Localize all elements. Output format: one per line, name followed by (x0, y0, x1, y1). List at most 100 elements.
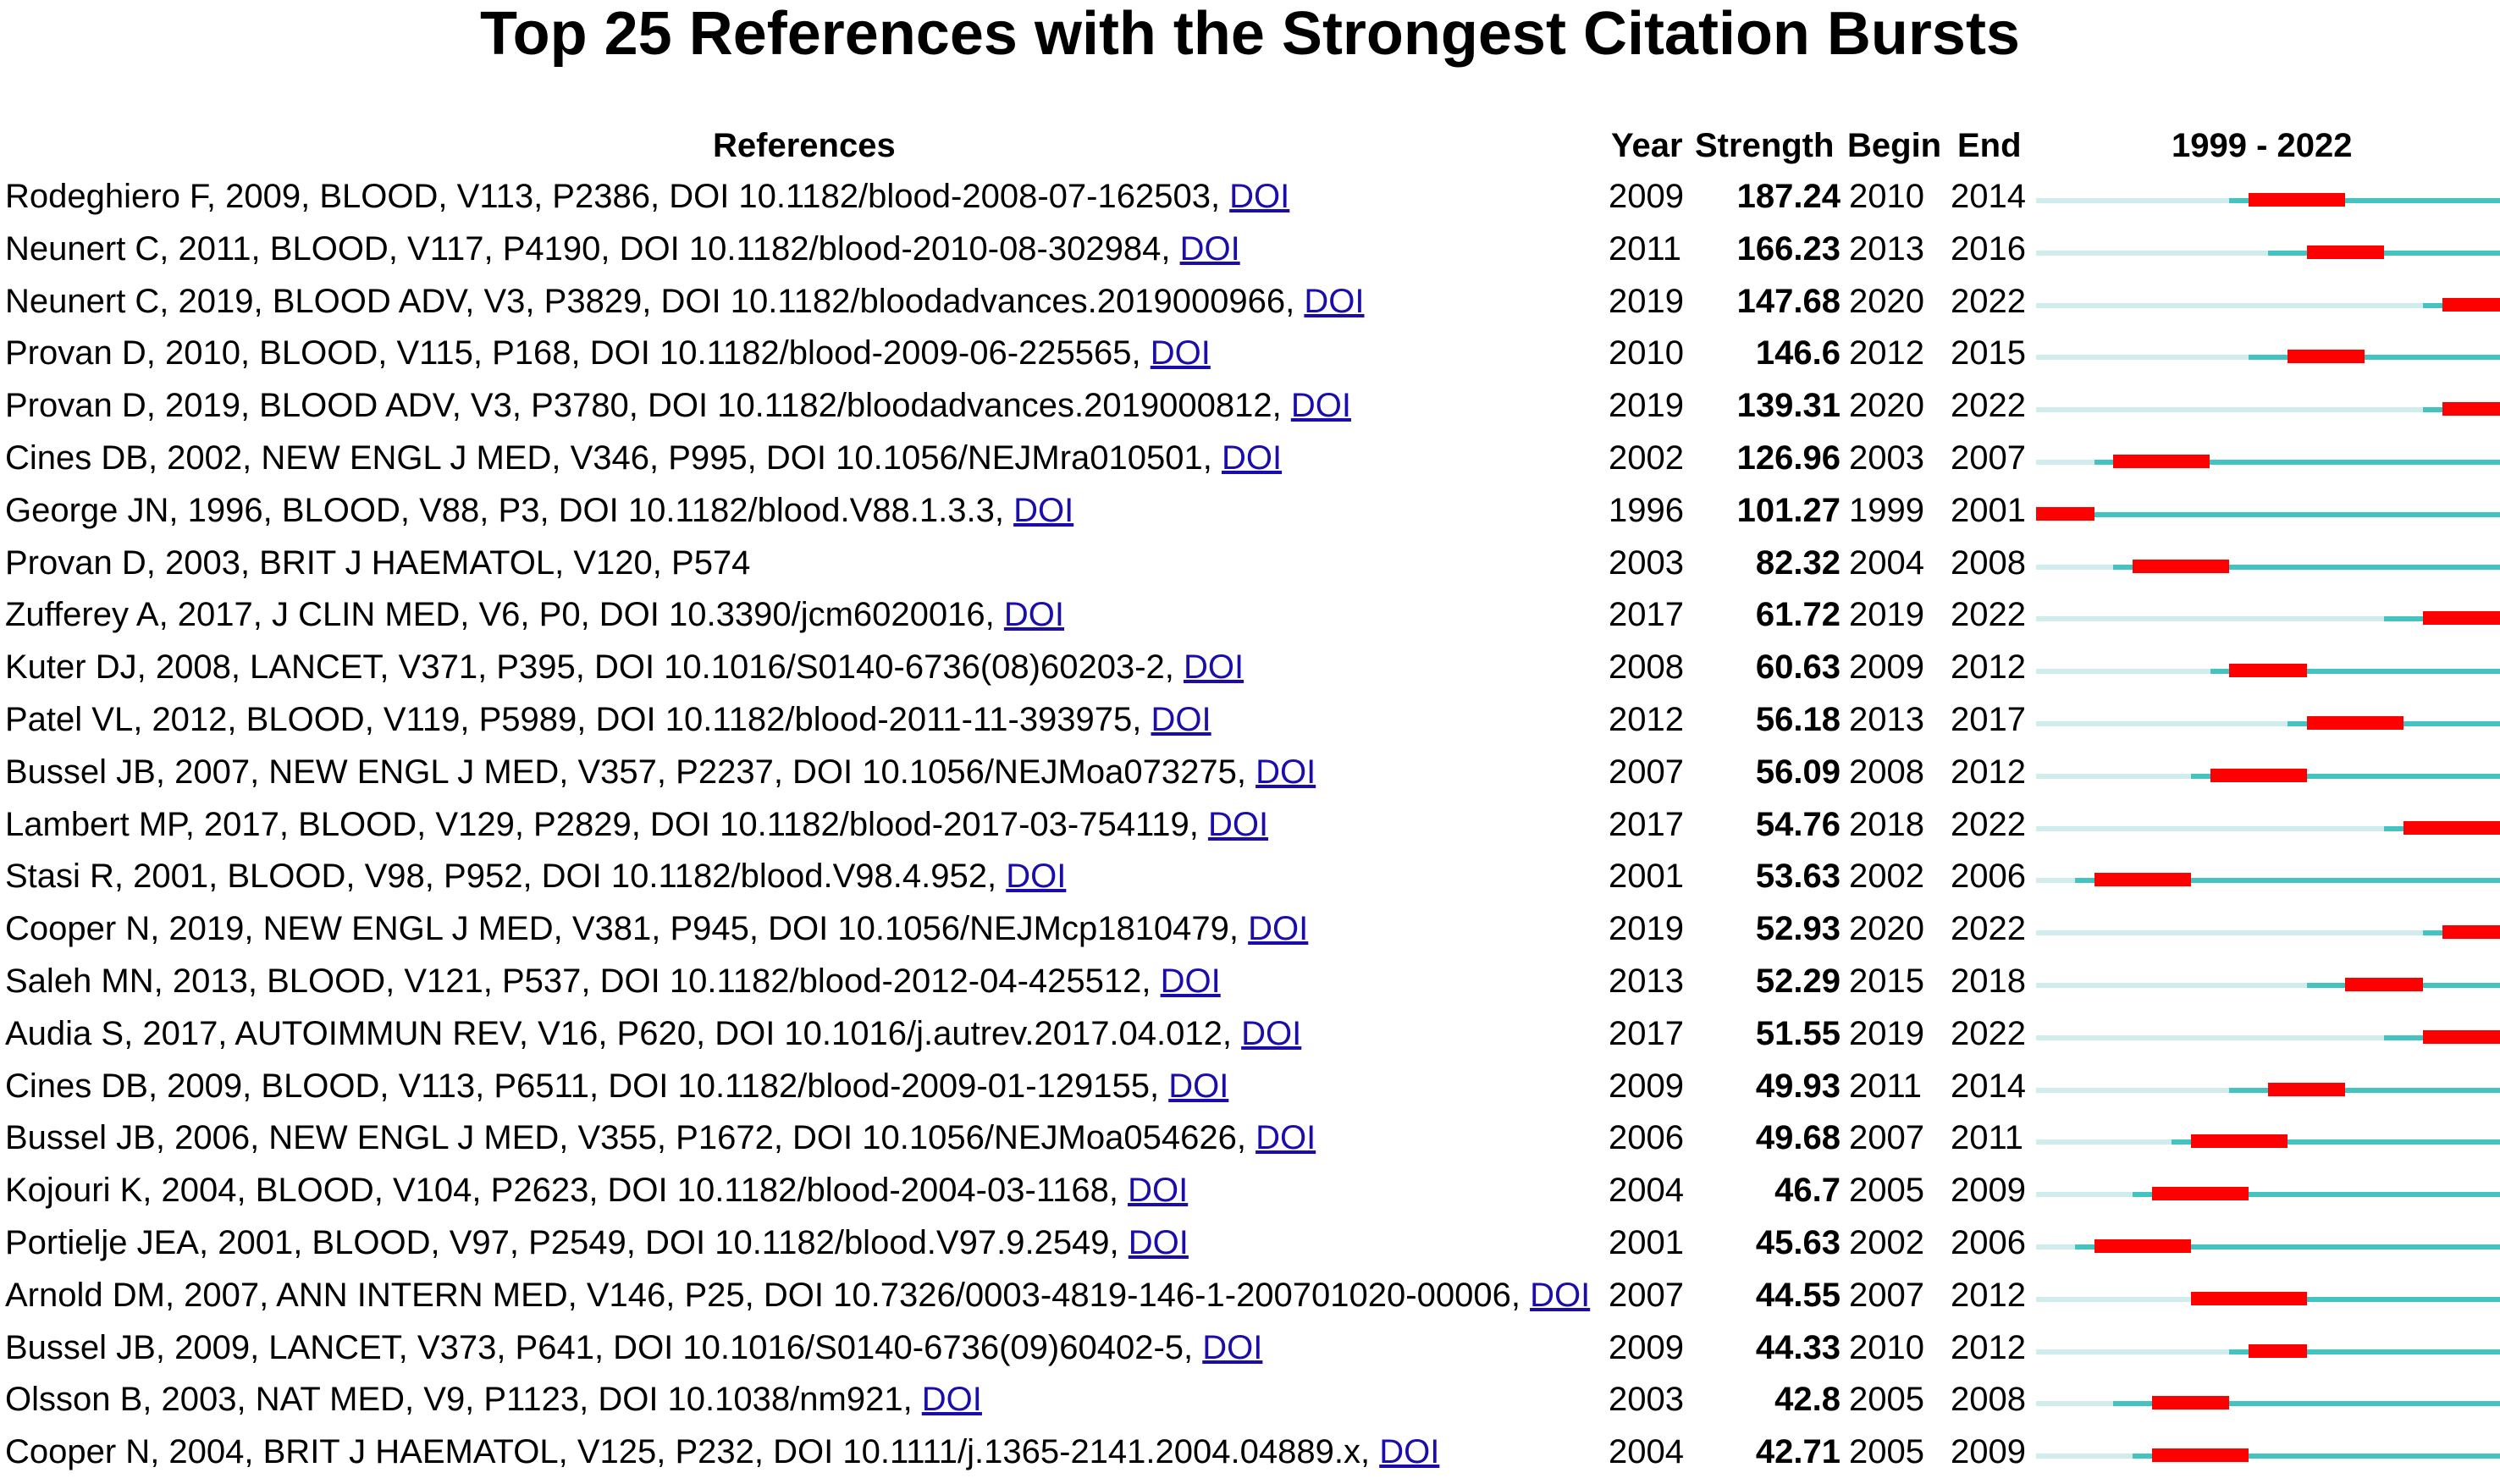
header-year: Year (1611, 125, 1683, 166)
burst-timeline (2036, 385, 2500, 438)
doi-link[interactable]: DOI (1248, 910, 1308, 947)
reference-cell: Bussel JB, 2007, NEW ENGL J MED, V357, P… (5, 752, 1316, 792)
year-cell: 2013 (1609, 961, 1684, 1001)
reference-text: Zufferey A, 2017, J CLIN MED, V6, P0, DO… (5, 596, 1004, 633)
end-cell: 2022 (1951, 385, 2026, 426)
header-strength: Strength (1695, 125, 1834, 166)
end-cell: 2012 (1951, 1275, 2026, 1316)
begin-cell: 2003 (1849, 438, 1924, 478)
table-row: Arnold DM, 2007, ANN INTERN MED, V146, P… (0, 1275, 2500, 1327)
begin-cell: 2011 (1849, 1066, 1922, 1106)
inactive-segment (2036, 1244, 2075, 1250)
end-cell: 2012 (1951, 752, 2026, 792)
reference-cell: Kuter DJ, 2008, LANCET, V371, P395, DOI … (5, 647, 1244, 687)
burst-segment (2403, 821, 2500, 835)
burst-timeline (2036, 1117, 2500, 1170)
table-row: Cooper N, 2019, NEW ENGL J MED, V381, P9… (0, 908, 2500, 961)
doi-link[interactable]: DOI (1304, 283, 1364, 320)
year-cell: 2009 (1609, 176, 1684, 217)
year-cell: 2001 (1609, 1222, 1684, 1263)
doi-link[interactable]: DOI (1151, 701, 1211, 738)
doi-link[interactable]: DOI (1530, 1277, 1590, 1314)
strength-cell: 52.29 (1722, 961, 1841, 1001)
strength-cell: 146.6 (1722, 333, 1841, 373)
strength-cell: 44.33 (1722, 1327, 1841, 1368)
begin-cell: 2007 (1849, 1117, 1924, 1158)
doi-link[interactable]: DOI (1180, 230, 1240, 268)
burst-timeline (2036, 1432, 2500, 1484)
burst-segment (2307, 245, 2384, 259)
reference-text: Bussel JB, 2006, NEW ENGL J MED, V355, P… (5, 1119, 1256, 1156)
strength-cell: 56.09 (1722, 752, 1841, 792)
doi-link[interactable]: DOI (1006, 858, 1066, 895)
burst-timeline (2036, 1379, 2500, 1432)
end-cell: 2017 (1951, 699, 2026, 740)
reference-text: Lambert MP, 2017, BLOOD, V129, P2829, DO… (5, 806, 1208, 843)
doi-link[interactable]: DOI (1229, 178, 1289, 215)
doi-link[interactable]: DOI (1241, 1015, 1301, 1052)
doi-link[interactable]: DOI (1208, 806, 1268, 843)
table-row: Kojouri K, 2004, BLOOD, V104, P2623, DOI… (0, 1170, 2500, 1222)
reference-text: Cooper N, 2019, NEW ENGL J MED, V381, P9… (5, 910, 1248, 947)
strength-cell: 56.18 (1722, 699, 1841, 740)
burst-segment (2249, 193, 2345, 207)
strength-cell: 187.24 (1722, 176, 1841, 217)
burst-segment (2423, 611, 2500, 625)
burst-timeline (2036, 804, 2500, 857)
table-row: Patel VL, 2012, BLOOD, V119, P5989, DOI … (0, 699, 2500, 752)
table-row: Neunert C, 2019, BLOOD ADV, V3, P3829, D… (0, 281, 2500, 334)
doi-link[interactable]: DOI (1161, 963, 1221, 1000)
end-cell: 2006 (1951, 1222, 2026, 1263)
doi-link[interactable]: DOI (1256, 753, 1316, 791)
burst-timeline (2036, 647, 2500, 699)
burst-timeline (2036, 961, 2500, 1013)
burst-timeline (2036, 490, 2500, 543)
doi-link[interactable]: DOI (1129, 1224, 1189, 1261)
doi-link[interactable]: DOI (922, 1381, 982, 1418)
inactive-segment (2036, 774, 2191, 779)
end-cell: 2008 (1951, 543, 2026, 583)
strength-cell: 139.31 (1722, 385, 1841, 426)
year-cell: 2007 (1609, 1275, 1684, 1316)
doi-link[interactable]: DOI (1202, 1329, 1262, 1366)
burst-segment (2249, 1344, 2307, 1358)
doi-link[interactable]: DOI (1291, 387, 1351, 424)
burst-timeline (2036, 1275, 2500, 1327)
table-row: Cines DB, 2009, BLOOD, V113, P6511, DOI … (0, 1066, 2500, 1118)
inactive-segment (2036, 721, 2288, 726)
reference-text: Bussel JB, 2009, LANCET, V373, P641, DOI… (5, 1329, 1202, 1366)
doi-link[interactable]: DOI (1222, 439, 1282, 477)
doi-link[interactable]: DOI (1004, 596, 1064, 633)
burst-segment (2152, 1396, 2229, 1410)
end-cell: 2015 (1951, 333, 2026, 373)
reference-text: Patel VL, 2012, BLOOD, V119, P5989, DOI … (5, 701, 1151, 738)
begin-cell: 2002 (1849, 1222, 1924, 1263)
inactive-segment (2036, 878, 2075, 883)
reference-text: Neunert C, 2011, BLOOD, V117, P4190, DOI… (5, 230, 1180, 268)
active-segment (2268, 251, 2500, 256)
begin-cell: 2004 (1849, 543, 1924, 583)
header-begin: Begin (1847, 125, 1941, 166)
begin-cell: 2020 (1849, 908, 1924, 949)
burst-timeline (2036, 543, 2500, 595)
burst-segment (2133, 560, 2229, 573)
active-segment (2036, 512, 2500, 517)
year-cell: 2004 (1609, 1170, 1684, 1211)
table-row: Stasi R, 2001, BLOOD, V98, P952, DOI 10.… (0, 856, 2500, 908)
doi-link[interactable]: DOI (1168, 1067, 1228, 1105)
doi-link[interactable]: DOI (1128, 1172, 1188, 1209)
header-timeline-range: 1999 - 2022 (2172, 125, 2353, 166)
burst-timeline (2036, 1066, 2500, 1118)
doi-link[interactable]: DOI (1379, 1433, 1439, 1470)
begin-cell: 2013 (1849, 699, 1924, 740)
doi-link[interactable]: DOI (1013, 492, 1073, 529)
doi-link[interactable]: DOI (1184, 648, 1244, 686)
burst-segment (2210, 769, 2307, 782)
begin-cell: 2008 (1849, 752, 1924, 792)
doi-link[interactable]: DOI (1256, 1119, 1316, 1156)
table-row: George JN, 1996, BLOOD, V88, P3, DOI 10.… (0, 490, 2500, 543)
strength-cell: 61.72 (1722, 594, 1841, 635)
reference-text: Olsson B, 2003, NAT MED, V9, P1123, DOI … (5, 1381, 922, 1418)
burst-timeline (2036, 908, 2500, 961)
doi-link[interactable]: DOI (1151, 334, 1211, 372)
